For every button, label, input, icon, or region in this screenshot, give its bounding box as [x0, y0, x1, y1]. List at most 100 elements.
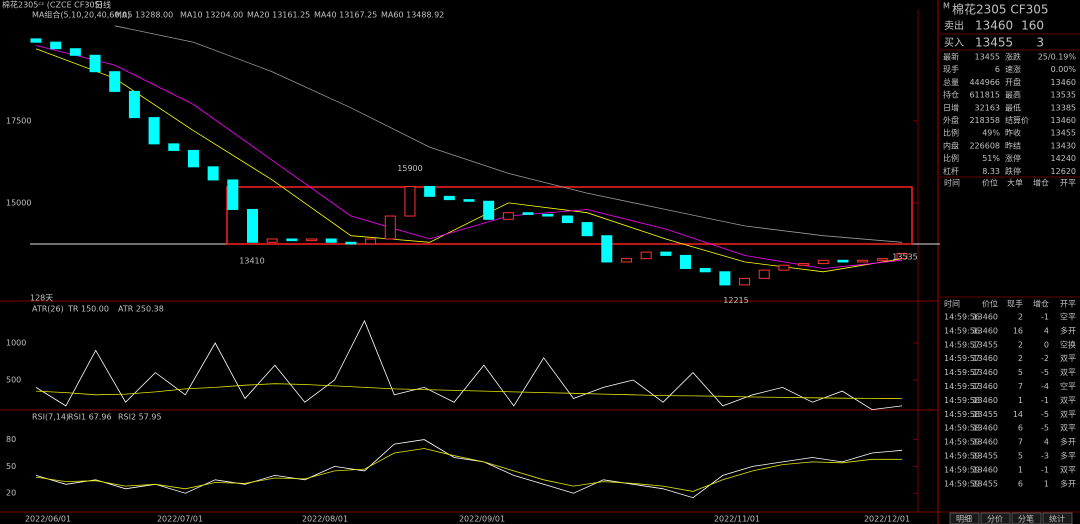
- candle: [345, 241, 357, 245]
- price-annotation: 13410: [239, 257, 264, 266]
- tab[interactable]: [949, 512, 980, 524]
- quote-value: 8.33: [982, 167, 1000, 176]
- trade-cell: 14:59:58: [944, 396, 980, 405]
- date-label: 2022/11/01: [714, 515, 760, 524]
- column-header: 增仓: [1033, 299, 1049, 309]
- column-header: 价位: [982, 299, 998, 309]
- quote-value: 13455: [1051, 129, 1076, 138]
- volume: 160: [1021, 19, 1044, 33]
- trade-cell: -1: [1041, 396, 1049, 405]
- quote-value: 14240: [1051, 154, 1076, 163]
- indicator-line: [35, 439, 903, 499]
- candle: [660, 251, 672, 256]
- quote-value: 13460: [1051, 116, 1076, 125]
- trade-cell: 13455: [973, 479, 998, 488]
- candle: [69, 48, 81, 56]
- trade-cell: 0: [1044, 340, 1049, 349]
- trade-cell: 16: [1013, 326, 1023, 335]
- quote-label: 总量: [943, 77, 959, 87]
- trade-cell: 14: [1013, 410, 1023, 419]
- column-header: 大单: [1007, 178, 1023, 188]
- trade-cell: 14:59:56: [944, 313, 980, 322]
- drawn-rectangle: [226, 186, 913, 245]
- ma-legend: MA5 13288.00: [115, 11, 173, 20]
- y-tick-label: 15000: [6, 198, 31, 207]
- quote-value: 6: [995, 65, 1000, 74]
- date-label: 2022/08/01: [302, 515, 348, 524]
- y-tick-label: 50: [6, 462, 16, 471]
- price-annotation: 15900: [397, 164, 422, 173]
- quote-label: 涨跌: [1005, 52, 1021, 62]
- date-label: 2022/12/01: [864, 515, 910, 524]
- candle: [247, 208, 258, 243]
- tab-label: 统计: [1049, 514, 1065, 524]
- candle: [325, 238, 337, 243]
- indicator-line: [35, 45, 903, 269]
- quote-value: 444966: [969, 78, 1000, 87]
- candle: [620, 258, 632, 263]
- label: 买入: [944, 37, 964, 49]
- candle: [424, 186, 436, 197]
- trade-cell: 空平: [1060, 312, 1076, 322]
- y-tick-label: 20: [6, 489, 16, 498]
- candle: [817, 259, 829, 265]
- trade-cell: 6: [1018, 479, 1023, 488]
- trade-cell: 13460: [973, 465, 998, 474]
- trade-cell: 13455: [973, 410, 998, 419]
- ma-legend: MA60 13488.92: [381, 11, 444, 20]
- candle: [109, 71, 121, 92]
- tab[interactable]: [1042, 512, 1073, 524]
- trade-cell: 14:59:59: [944, 438, 980, 447]
- quote-label: 比例: [943, 153, 959, 163]
- quote-label: 速涨: [1005, 64, 1021, 74]
- trade-cell: 13460: [973, 368, 998, 377]
- quote-label: 跌停: [1005, 166, 1021, 176]
- trade-cell: -5: [1041, 368, 1049, 377]
- candle: [876, 258, 888, 261]
- candle: [404, 186, 416, 217]
- indicator-legend: TR 150.00: [67, 305, 109, 314]
- candle: [187, 149, 199, 168]
- trade-cell: 1: [1018, 465, 1023, 474]
- quote-label: 最高: [1005, 90, 1021, 100]
- tab[interactable]: [980, 512, 1011, 524]
- candle: [561, 215, 573, 224]
- candle: [680, 254, 691, 270]
- panel-title: 棉花2305 CF305: [952, 2, 1049, 17]
- tab[interactable]: [1011, 512, 1042, 524]
- trade-cell: 2: [1018, 340, 1023, 349]
- trade-cell: -3: [1041, 452, 1049, 461]
- trade-cell: 4: [1044, 326, 1049, 335]
- trade-cell: 14:59:57: [944, 382, 980, 391]
- trade-cell: 2: [1018, 313, 1023, 322]
- candle: [502, 212, 514, 220]
- candle: [168, 143, 180, 151]
- trade-cell: 14:59:58: [944, 410, 980, 419]
- candle: [286, 238, 298, 242]
- price-annotation: 13535: [892, 252, 917, 261]
- quote-label: 比例: [943, 128, 959, 138]
- candle: [227, 179, 239, 210]
- candle: [896, 252, 908, 260]
- quote-value: 51%: [982, 154, 1000, 163]
- candle: [581, 222, 593, 237]
- candle: [857, 259, 869, 263]
- trade-cell: 13460: [973, 424, 998, 433]
- tab-label: 分价: [987, 515, 1003, 524]
- candle: [463, 199, 475, 202]
- quote-label: 内盘: [943, 140, 959, 150]
- trade-cell: 1: [1044, 479, 1049, 488]
- trade-cell: 13460: [973, 354, 998, 363]
- marker: M: [943, 2, 950, 11]
- trade-cell: 5: [1018, 452, 1023, 461]
- trade-cell: 2: [1018, 354, 1023, 363]
- trade-cell: 13460: [973, 326, 998, 335]
- quote-label: 杠杆: [943, 166, 959, 176]
- indicator-legend: ATR 250.38: [118, 305, 164, 314]
- indicator-line: [114, 25, 903, 243]
- tab-label: 明细: [956, 514, 972, 524]
- quote-label: 持仓: [943, 90, 959, 100]
- indicator-line: [35, 48, 903, 273]
